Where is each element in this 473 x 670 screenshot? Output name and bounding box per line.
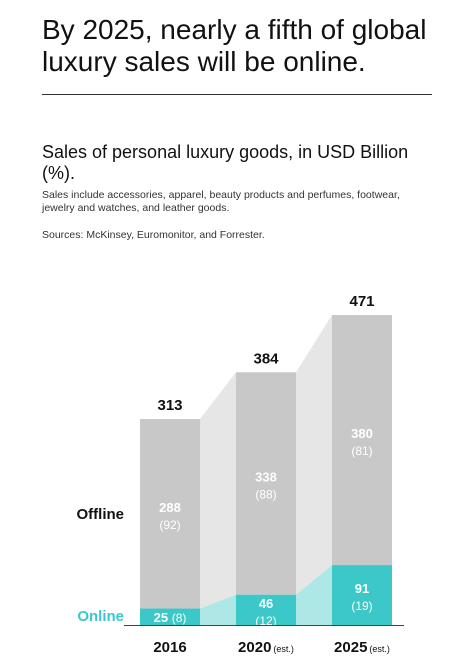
divider xyxy=(42,94,432,95)
stacked-bar-chart: 313 288 (92) 25 (8) 2016 384 338 (88) 46 (12) 2020… xyxy=(77,293,404,656)
offline-bar xyxy=(140,418,200,609)
offline-share-label: (88) xyxy=(255,487,276,501)
total-label: 384 xyxy=(253,350,279,367)
offline-share-label: (92) xyxy=(159,518,180,532)
offline-value-label: 338 xyxy=(255,469,277,484)
offline-bar xyxy=(236,372,296,595)
legend-online: Online xyxy=(77,608,124,625)
online-share-label: (19) xyxy=(351,599,372,613)
online-value-label: 25 (8) xyxy=(154,610,187,625)
category-label: 2020 (est.) xyxy=(238,639,294,656)
offline-share-label: (81) xyxy=(351,444,372,458)
chart-subtitle: Sales of personal luxury goods, in USD B… xyxy=(42,142,409,183)
source-note: Sources: McKinsey, Euromonitor, and Forr… xyxy=(42,229,265,241)
offline-bar xyxy=(332,315,392,566)
chart-note: Sales include accessories, apparel, beau… xyxy=(42,189,400,214)
category-label: 2016 xyxy=(153,639,186,656)
total-label: 471 xyxy=(349,293,374,310)
total-label: 313 xyxy=(157,397,182,414)
category-label: 2025 (est.) xyxy=(334,639,390,656)
online-bar xyxy=(332,565,392,625)
online-bar xyxy=(236,594,296,625)
online-connector-band xyxy=(296,565,332,625)
offline-connector-band xyxy=(296,315,332,595)
legend-offline: Offline xyxy=(77,506,125,523)
online-value-label: 46 xyxy=(259,596,273,611)
headline: By 2025, nearly a fifth of global luxury… xyxy=(42,14,427,77)
online-value-label: 91 xyxy=(355,581,369,596)
online-bar xyxy=(140,608,200,625)
online-connector-band xyxy=(200,594,236,625)
online-share-label: (12) xyxy=(255,614,276,628)
offline-value-label: 288 xyxy=(159,500,181,515)
offline-connector-band xyxy=(200,372,236,609)
offline-value-label: 380 xyxy=(351,426,373,441)
